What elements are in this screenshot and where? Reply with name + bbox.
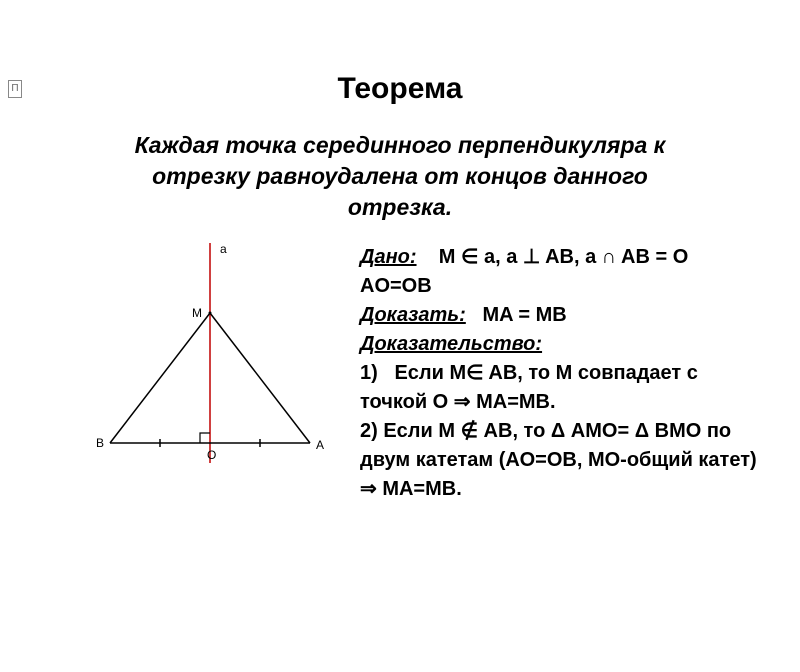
given-text2: AO=OB	[360, 272, 760, 301]
given-block: Дано: M ∈ a, a ⊥ AB, a ∩ AB = O	[360, 243, 760, 272]
subtitle-line-2: отрезку равноудалена от концов данного	[152, 163, 648, 189]
given-text: M ∈ a, a ⊥ AB, a ∩ AB = O	[439, 246, 689, 268]
theorem-statement: Каждая точка серединного перпендикуляра …	[0, 130, 800, 223]
subtitle-line-1: Каждая точка серединного перпендикуляра …	[135, 132, 666, 158]
proof-line-1: 1) Если M∈ AB, то М совпадает с точкой О…	[360, 359, 760, 417]
prove-block: Доказать: MA = MB	[360, 301, 760, 330]
svg-text:B: B	[96, 436, 104, 450]
prove-label: Доказать:	[360, 304, 466, 326]
content-row: a M B A O Дано: M ∈ a, a ⊥ AB, a ∩ AB = O AO…	[0, 243, 800, 504]
given-label: Дано:	[360, 246, 417, 268]
svg-text:A: A	[316, 438, 324, 452]
proof-label-block: Доказательство:	[360, 330, 760, 359]
diagram-cell: a M B A O	[90, 243, 360, 504]
svg-text:M: M	[192, 306, 202, 320]
subtitle-line-3: отрезка.	[348, 194, 452, 220]
proof-text: Дано: M ∈ a, a ⊥ AB, a ∩ AB = O AO=OB До…	[360, 243, 760, 504]
proof-label: Доказательство:	[360, 333, 542, 355]
svg-text:a: a	[220, 242, 227, 256]
corner-mark: П	[8, 80, 22, 98]
triangle-diagram: a M B A O	[90, 233, 350, 493]
theorem-title: Теорема	[0, 72, 800, 106]
proof-line-2: 2) Если М ∉ АВ, то Δ АМО= Δ ВМО по двум …	[360, 417, 760, 504]
svg-text:O: O	[207, 448, 216, 462]
prove-text: MA = MB	[482, 304, 566, 326]
